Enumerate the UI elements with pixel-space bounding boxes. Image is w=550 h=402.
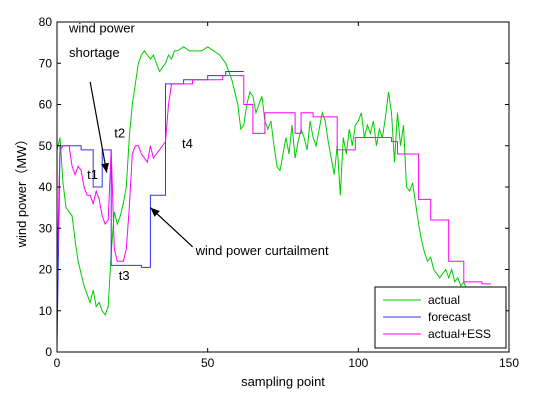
x-tick-label: 0 [54, 356, 61, 370]
x-tick-label: 150 [499, 356, 519, 370]
x-tick-label: 100 [348, 356, 368, 370]
y-tick-label: 70 [39, 56, 53, 70]
annotation-label: t4 [182, 136, 193, 151]
series-group [57, 46, 491, 348]
x-tick-label: 50 [201, 356, 215, 370]
legend: actual forecast actual+ESS [374, 286, 507, 349]
annotation-arrow-line [150, 207, 194, 248]
axis-ticks: 0 50 100 150 0 10 20 30 40 50 60 70 80 [39, 15, 520, 370]
y-tick-label: 80 [39, 15, 53, 29]
annotation-arrow-head [101, 162, 109, 173]
annotation-label: shortage [69, 45, 120, 60]
series-line-actual [57, 46, 474, 316]
series-line-actual-ess [57, 75, 491, 285]
y-tick-label: 10 [39, 304, 53, 318]
annotation-label: t3 [119, 268, 130, 283]
legend-label: actual [428, 293, 460, 307]
legend-label: actual+ESS [428, 327, 491, 341]
annotation-arrow-head [150, 207, 160, 217]
series-line-forecast [57, 71, 244, 348]
y-axis-label-group: wind power（MW） [14, 133, 29, 249]
y-tick-label: 30 [39, 221, 53, 235]
y-tick-label: 40 [39, 180, 53, 194]
y-tick-label: 20 [39, 263, 53, 277]
annotation-arrow-line [89, 81, 108, 173]
annotation-label: wind power [68, 20, 135, 35]
annotations: wind power shortage t1 t2 t3 t4 wind power cur… [68, 20, 329, 283]
y-tick-label: 60 [39, 98, 53, 112]
plot-area [56, 21, 510, 353]
y-tick-label: 0 [45, 345, 52, 359]
y-tick-label: 50 [39, 139, 53, 153]
legend-label: forecast [428, 310, 471, 324]
x-axis-label: sampling point [241, 374, 325, 389]
annotation-label: wind power curtailment [195, 243, 329, 258]
annotation-label: t1 [87, 167, 98, 182]
y-axis-label: wind power（MW） [14, 133, 29, 249]
annotation-label: t2 [114, 126, 125, 141]
